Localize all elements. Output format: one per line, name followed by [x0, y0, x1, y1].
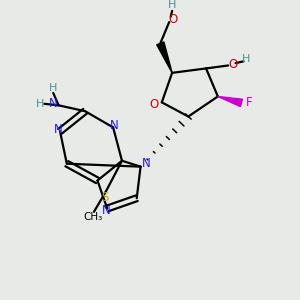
Text: S: S — [101, 190, 109, 203]
Text: H: H — [49, 83, 57, 93]
Text: N: N — [142, 157, 150, 170]
Polygon shape — [218, 96, 242, 106]
Text: N: N — [49, 97, 58, 110]
Text: H: H — [168, 0, 176, 10]
Text: F: F — [246, 96, 252, 110]
Text: H: H — [36, 99, 44, 109]
Text: N: N — [110, 118, 119, 132]
Text: CH₃: CH₃ — [84, 212, 103, 222]
Text: N: N — [101, 204, 110, 218]
Polygon shape — [157, 42, 172, 73]
Text: O: O — [149, 98, 158, 111]
Text: H: H — [242, 54, 251, 64]
Text: O: O — [229, 58, 238, 70]
Text: N: N — [54, 123, 63, 136]
Text: O: O — [168, 13, 177, 26]
